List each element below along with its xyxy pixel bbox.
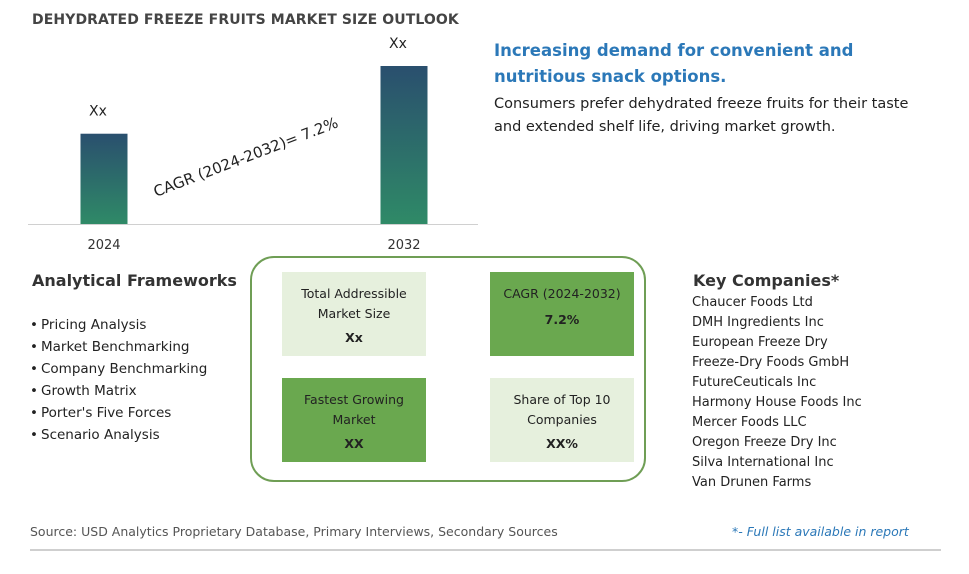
framework-item: Pricing Analysis (30, 314, 207, 336)
company-item: Freeze-Dry Foods GmbH (692, 355, 850, 370)
key-companies-list: Chaucer Foods Ltd DMH Ingredients Inc Eu… (692, 293, 862, 493)
framework-item: Growth Matrix (30, 380, 207, 402)
fastest-growing-tile: Fastest Growing Market XX (282, 378, 426, 462)
tile-value: XX (344, 436, 364, 451)
chart-title: DEHYDRATED FREEZE FRUITS MARKET SIZE OUT… (32, 12, 459, 28)
headline: Increasing demand for convenient and nut… (494, 41, 854, 86)
frameworks-heading: Analytical Frameworks (32, 271, 237, 290)
tile-label: CAGR (2024-2032) (503, 286, 621, 301)
bar-value-label: Xx (389, 36, 407, 52)
cagr-annotation: CAGR (2024-2032)= 7.2% (151, 114, 341, 201)
x-tick-label: 2024 (87, 238, 120, 253)
market-size-chart: Xx 2024 Xx 2032 CAGR (2024-2032)= 7.2% (28, 36, 478, 253)
company-item: DMH Ingredients Inc (692, 315, 824, 330)
tile-label: Fastest Growing Market (304, 392, 404, 427)
frameworks-list: Pricing Analysis Market Benchmarking Com… (30, 314, 207, 446)
tile-value: XX% (546, 436, 578, 451)
framework-item: Company Benchmarking (30, 358, 207, 380)
tile-label: Share of Top 10 Companies (513, 392, 611, 427)
x-tick-label: 2032 (387, 238, 420, 253)
framework-item: Porter's Five Forces (30, 402, 207, 424)
footer-divider (30, 549, 941, 551)
metrics-panel (250, 256, 646, 482)
cagr-tile: CAGR (2024-2032) 7.2% (490, 272, 634, 356)
company-item: Oregon Freeze Dry Inc (692, 435, 837, 450)
tam-tile: Total Addressible Market Size Xx (282, 272, 426, 356)
bar-value-label: Xx (89, 104, 107, 120)
framework-item: Scenario Analysis (30, 424, 207, 446)
full-list-note: *- Full list available in report (732, 524, 909, 539)
bar-2032 (380, 66, 428, 224)
bar-2024 (80, 133, 128, 224)
tile-value: Xx (345, 330, 363, 345)
key-companies-heading: Key Companies* (693, 271, 840, 290)
top10-share-tile: Share of Top 10 Companies XX% (490, 378, 634, 462)
headline-description: Consumers prefer dehydrated freeze fruit… (494, 96, 909, 135)
company-item: European Freeze Dry (692, 335, 828, 350)
source-note: Source: USD Analytics Proprietary Databa… (30, 524, 558, 539)
tile-value: 7.2% (544, 312, 580, 327)
company-item: Van Drunen Farms (692, 475, 812, 490)
company-item: FutureCeuticals Inc (692, 375, 817, 390)
company-item: Mercer Foods LLC (692, 415, 807, 430)
tile-label: Total Addressible Market Size (301, 286, 407, 321)
framework-item: Market Benchmarking (30, 336, 207, 358)
company-item: Silva International Inc (692, 455, 834, 470)
company-item: Chaucer Foods Ltd (692, 295, 813, 310)
company-item: Harmony House Foods Inc (692, 395, 862, 410)
